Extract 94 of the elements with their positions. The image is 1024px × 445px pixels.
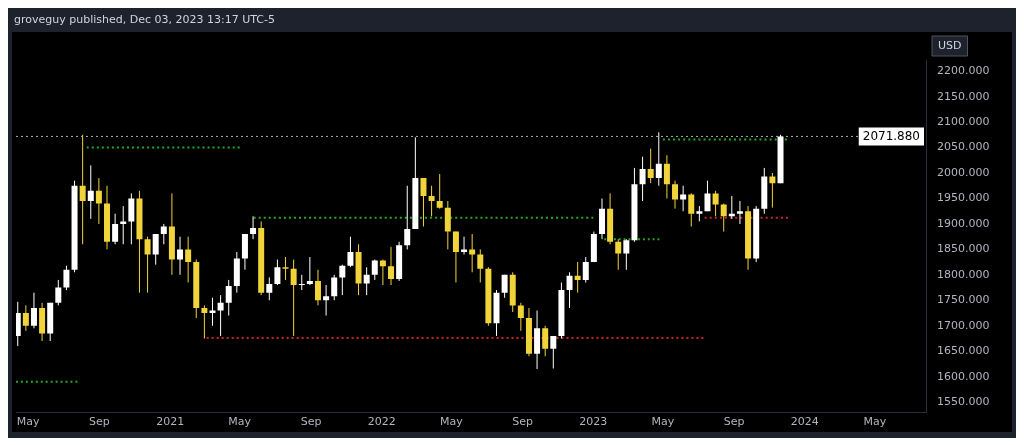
candlestick	[461, 236, 468, 255]
candlestick	[517, 302, 524, 332]
candlestick	[128, 192, 135, 245]
y-tick-label: 2200.000	[937, 64, 990, 78]
candlestick	[436, 173, 443, 210]
candlestick	[615, 238, 622, 271]
candlestick	[420, 177, 427, 227]
candlestick	[704, 180, 711, 212]
candlestick	[306, 256, 313, 286]
candlestick	[323, 284, 330, 317]
y-tick-label: 1850.000	[937, 242, 990, 256]
candlestick	[250, 215, 257, 240]
y-axis-title: USD	[938, 38, 962, 52]
candlestick	[185, 236, 192, 283]
candlestick	[672, 180, 679, 210]
chart-title: groveguy published, Dec 03, 2023 13:17 UTC-5	[13, 12, 276, 28]
candlestick	[404, 185, 411, 250]
candlestick	[339, 264, 346, 296]
candlestick	[550, 335, 557, 370]
candlestick	[266, 276, 273, 301]
candlestick	[566, 271, 573, 309]
candlestick	[274, 259, 281, 286]
candlestick	[282, 256, 289, 281]
candlestick	[469, 233, 476, 273]
candlestick	[95, 177, 102, 225]
candlestick	[477, 248, 484, 283]
candlestick	[639, 156, 646, 202]
candlestick	[769, 172, 776, 209]
candlestick	[663, 154, 670, 199]
x-tick-label: 2024	[790, 415, 819, 429]
candlestick	[63, 265, 70, 291]
y-tick-label: 1800.000	[937, 267, 990, 281]
candlestick	[120, 205, 127, 245]
y-tick-label: 1600.000	[937, 369, 990, 383]
candlestick	[152, 233, 159, 266]
candlestick	[55, 279, 62, 306]
y-tick-label: 1950.000	[937, 191, 990, 205]
candlestick	[22, 304, 29, 332]
y-tick-label: 1650.000	[937, 344, 990, 358]
candlestick	[290, 259, 297, 337]
candlestick	[87, 164, 94, 220]
candlestick	[144, 236, 151, 294]
x-tick-label: May	[228, 415, 252, 429]
x-tick-label: May	[439, 415, 464, 429]
candlestick	[388, 246, 395, 286]
candlestick	[298, 274, 305, 291]
y-tick-label: 1700.000	[937, 318, 990, 332]
x-tick-label: May	[863, 415, 887, 429]
x-tick-label: 2021	[156, 415, 185, 429]
candlestick	[574, 261, 581, 294]
x-tick-label: Sep	[300, 415, 322, 429]
x-tick-label: 2022	[367, 415, 396, 429]
candlestick	[428, 185, 435, 217]
candlestick	[177, 236, 184, 276]
candlestick	[542, 325, 549, 357]
x-tick-label: May	[651, 415, 675, 429]
x-tick-label: Sep	[89, 415, 110, 429]
candlestick	[452, 231, 459, 283]
candlestick	[680, 185, 687, 212]
candlestick	[112, 213, 119, 245]
candlestick	[30, 292, 37, 329]
y-tick-label: 2050.000	[937, 140, 990, 154]
candlestick	[363, 266, 370, 296]
x-tick-label: 2023	[579, 415, 608, 429]
candlestick	[623, 238, 630, 271]
candlestick	[655, 131, 662, 187]
candlestick	[371, 259, 378, 281]
y-tick-label: 2000.000	[937, 165, 990, 179]
candlestick	[314, 269, 321, 306]
candlestick	[79, 134, 86, 245]
candlestick	[160, 223, 167, 245]
candlestick	[712, 190, 719, 217]
candlestick	[347, 236, 354, 268]
candlestick	[720, 203, 727, 233]
y-tick-label: 1750.000	[937, 293, 990, 307]
candlestick	[217, 294, 224, 337]
y-tick-label: 1550.000	[937, 394, 990, 408]
y-tick-label: 2150.000	[937, 89, 990, 103]
candlestick	[688, 192, 695, 227]
candlestick	[736, 200, 743, 225]
ref-line-label: 2071.880	[862, 128, 921, 143]
candlestick	[16, 301, 21, 347]
x-tick-label: Sep	[723, 415, 745, 429]
x-tick-label: May	[16, 415, 41, 429]
y-tick-label: 2100.000	[937, 114, 990, 128]
y-tick-label: 1900.000	[937, 216, 990, 230]
candlestick	[647, 148, 654, 184]
candlestick	[444, 200, 451, 250]
candlestick	[201, 304, 208, 339]
candlestick	[582, 256, 589, 283]
candlestick	[331, 274, 338, 301]
candlestick	[209, 297, 216, 327]
x-tick-label: Sep	[512, 415, 533, 429]
candlestick	[225, 279, 232, 317]
